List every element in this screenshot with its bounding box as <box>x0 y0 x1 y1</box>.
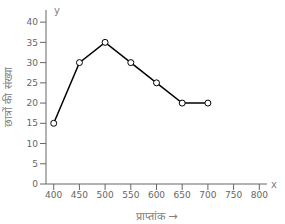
svg-text:450: 450 <box>71 190 88 200</box>
svg-text:5: 5 <box>32 159 38 169</box>
svg-text:x: x <box>271 179 277 190</box>
svg-text:800: 800 <box>251 190 268 200</box>
svg-text:प्राप्तांक →: प्राप्तांक → <box>136 210 178 223</box>
svg-text:500: 500 <box>97 190 114 200</box>
svg-text:750: 750 <box>225 190 242 200</box>
svg-text:10: 10 <box>27 139 39 149</box>
svg-text:y: y <box>54 5 60 16</box>
svg-text:40: 40 <box>27 17 39 27</box>
svg-text:20: 20 <box>27 98 39 108</box>
svg-text:400: 400 <box>45 190 62 200</box>
svg-text:छात्रों की संख्या: छात्रों की संख्या <box>2 67 15 127</box>
svg-text:550: 550 <box>122 190 139 200</box>
svg-text:30: 30 <box>27 58 39 68</box>
svg-text:15: 15 <box>27 118 38 128</box>
svg-text:25: 25 <box>27 78 38 88</box>
svg-text:600: 600 <box>148 190 165 200</box>
svg-text:700: 700 <box>199 190 216 200</box>
svg-text:0: 0 <box>32 179 38 189</box>
svg-text:650: 650 <box>174 190 191 200</box>
svg-text:35: 35 <box>27 38 38 48</box>
